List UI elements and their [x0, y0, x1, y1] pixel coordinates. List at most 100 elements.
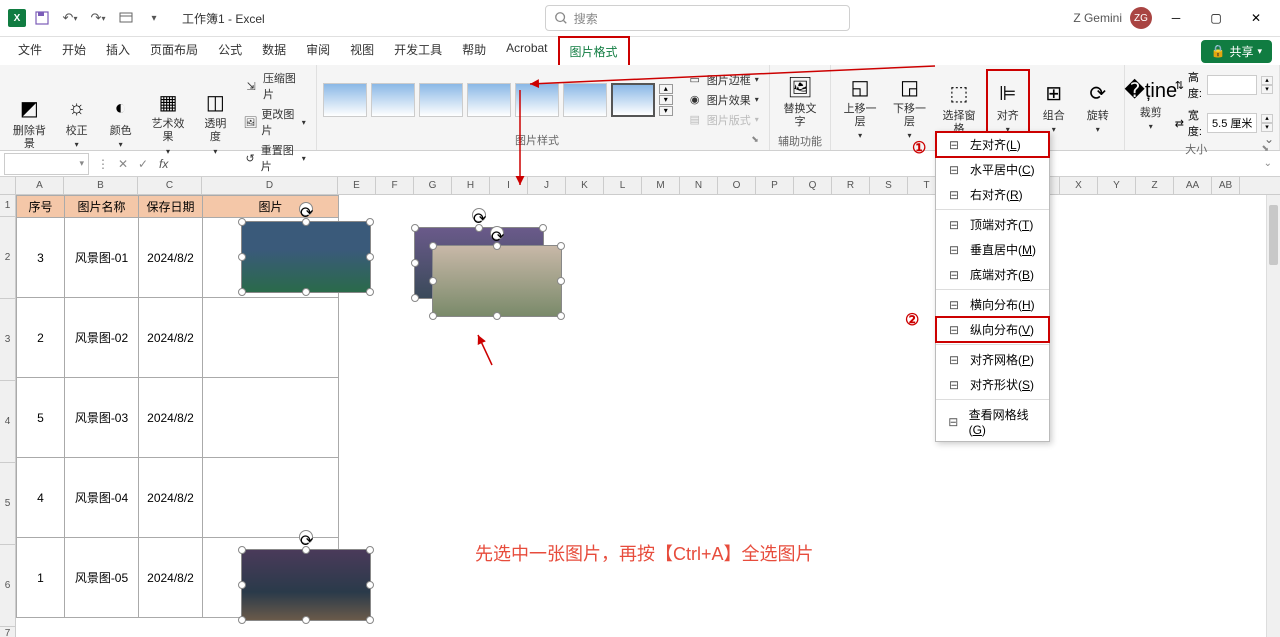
styles-dialog-launcher[interactable]: ⬊ — [751, 134, 763, 145]
undo-button[interactable]: ↶▾ — [58, 6, 82, 30]
column-header[interactable]: P — [756, 177, 794, 194]
width-input[interactable] — [1207, 113, 1257, 133]
table-cell[interactable]: 风景图-03 — [65, 378, 139, 458]
column-header[interactable]: A — [16, 177, 64, 194]
user-avatar[interactable]: ZG — [1130, 7, 1152, 29]
tab-页面布局[interactable]: 页面布局 — [140, 36, 208, 67]
compress-pictures-button[interactable]: ⇲压缩图片 — [239, 69, 309, 103]
row-header[interactable]: 1 — [0, 195, 15, 217]
corrections-button[interactable]: ☼校正▾ — [57, 69, 97, 175]
tab-审阅[interactable]: 审阅 — [296, 36, 340, 67]
column-header[interactable]: B — [64, 177, 138, 194]
align-menu-item[interactable]: ⊟横向分布(H) — [936, 292, 1049, 317]
table-cell[interactable]: 2 — [17, 298, 65, 378]
row-header[interactable]: 3 — [0, 299, 15, 381]
column-header[interactable]: L — [604, 177, 642, 194]
align-menu-item[interactable]: ⊟垂直居中(M) — [936, 237, 1049, 262]
align-menu-item[interactable]: ⊟对齐网格(P) — [936, 347, 1049, 372]
table-cell[interactable]: 5 — [17, 378, 65, 458]
column-header[interactable]: N — [680, 177, 718, 194]
save-button[interactable] — [30, 6, 54, 30]
gallery-up-button[interactable]: ▴ — [659, 84, 673, 94]
selected-picture[interactable]: ⟳ — [432, 245, 562, 317]
tab-视图[interactable]: 视图 — [340, 36, 384, 67]
close-button[interactable]: ✕ — [1240, 6, 1272, 30]
tab-文件[interactable]: 文件 — [8, 36, 52, 67]
rotate-handle[interactable]: ⟳ — [472, 208, 486, 222]
table-cell[interactable]: 2024/8/2 — [139, 298, 203, 378]
send-backward-button[interactable]: ◲下移一层▾ — [887, 69, 932, 145]
align-menu-item[interactable]: ⊟顶端对齐(T) — [936, 212, 1049, 237]
width-up[interactable]: ▴ — [1261, 114, 1273, 123]
table-cell[interactable] — [203, 298, 339, 378]
style-item[interactable] — [515, 83, 559, 117]
qat-more-button[interactable]: ▾ — [142, 6, 166, 30]
align-menu-item[interactable]: ⊟纵向分布(V) — [936, 317, 1049, 342]
column-header[interactable]: M — [642, 177, 680, 194]
column-header[interactable]: Q — [794, 177, 832, 194]
qat-customize-button[interactable] — [114, 6, 138, 30]
tab-公式[interactable]: 公式 — [208, 36, 252, 67]
column-header[interactable]: C — [138, 177, 202, 194]
column-header[interactable]: D — [202, 177, 338, 194]
artistic-effects-button[interactable]: ▦艺术效果▾ — [145, 69, 192, 175]
rotate-handle[interactable]: ⟳ — [490, 226, 504, 240]
worksheet-grid[interactable]: ABCDEFGHIJKLMNOPQRSTUVWXYZAAAB 1234567 序… — [0, 177, 1280, 637]
height-down[interactable]: ▾ — [1261, 85, 1273, 94]
row-header[interactable]: 6 — [0, 545, 15, 627]
align-menu-item[interactable]: ⊟查看网格线(G) — [936, 402, 1049, 441]
align-menu-item[interactable]: ⊟对齐形状(S) — [936, 372, 1049, 397]
column-header[interactable]: F — [376, 177, 414, 194]
align-menu-item[interactable]: ⊟底端对齐(B) — [936, 262, 1049, 287]
row-header[interactable]: 5 — [0, 463, 15, 545]
column-header[interactable]: K — [566, 177, 604, 194]
column-header[interactable]: AA — [1174, 177, 1212, 194]
picture-border-button[interactable]: ▭图片边框 ▾ — [683, 71, 763, 89]
table-cell[interactable]: 风景图-02 — [65, 298, 139, 378]
picture-layout-button[interactable]: ▤图片版式 ▾ — [683, 111, 763, 129]
selected-picture[interactable]: ⟳ — [241, 221, 371, 293]
column-header[interactable]: E — [338, 177, 376, 194]
collapse-ribbon-button[interactable]: ⌄ — [1264, 132, 1274, 146]
column-header[interactable]: I — [490, 177, 528, 194]
tab-开始[interactable]: 开始 — [52, 36, 96, 67]
column-header[interactable]: Z — [1136, 177, 1174, 194]
picture-styles-gallery[interactable]: ▴ ▾ ▾ — [323, 69, 673, 130]
tab-Acrobat[interactable]: Acrobat — [496, 36, 557, 67]
align-menu-item[interactable]: ⊟水平居中(C) — [936, 157, 1049, 182]
style-item[interactable] — [323, 83, 367, 117]
table-cell[interactable]: 3 — [17, 218, 65, 298]
column-header[interactable]: X — [1060, 177, 1098, 194]
row-header[interactable]: 7 — [0, 627, 15, 637]
picture-effects-button[interactable]: ◉图片效果 ▾ — [683, 91, 763, 109]
table-cell[interactable]: 2024/8/2 — [139, 378, 203, 458]
rotate-button[interactable]: ⟳旋转▾ — [1078, 69, 1118, 145]
maximize-button[interactable]: ▢ — [1200, 6, 1232, 30]
row-header[interactable]: 2 — [0, 217, 15, 299]
bring-forward-button[interactable]: ◱上移一层▾ — [837, 69, 882, 145]
table-cell[interactable]: 4 — [17, 458, 65, 538]
gallery-down-button[interactable]: ▾ — [659, 95, 673, 105]
height-input[interactable] — [1207, 75, 1257, 95]
column-header[interactable]: S — [870, 177, 908, 194]
rotate-handle[interactable]: ⟳ — [299, 530, 313, 544]
search-box[interactable]: 搜索 — [545, 5, 850, 31]
column-header[interactable]: H — [452, 177, 490, 194]
redo-button[interactable]: ↷▾ — [86, 6, 110, 30]
align-menu-item[interactable]: ⊟左对齐(L) — [936, 132, 1049, 157]
user-name[interactable]: Z Gemini — [1073, 11, 1122, 25]
color-button[interactable]: ◐颜色▾ — [101, 69, 141, 175]
table-cell[interactable]: 1 — [17, 538, 65, 618]
table-cell[interactable]: 风景图-01 — [65, 218, 139, 298]
column-header[interactable]: AB — [1212, 177, 1240, 194]
style-item[interactable] — [467, 83, 511, 117]
table-cell[interactable]: 风景图-04 — [65, 458, 139, 538]
style-item[interactable] — [371, 83, 415, 117]
column-header[interactable]: Y — [1098, 177, 1136, 194]
tab-帮助[interactable]: 帮助 — [452, 36, 496, 67]
column-header[interactable]: O — [718, 177, 756, 194]
column-header[interactable]: R — [832, 177, 870, 194]
table-cell[interactable] — [203, 458, 339, 538]
height-up[interactable]: ▴ — [1261, 76, 1273, 85]
gallery-more-button[interactable]: ▾ — [659, 106, 673, 116]
